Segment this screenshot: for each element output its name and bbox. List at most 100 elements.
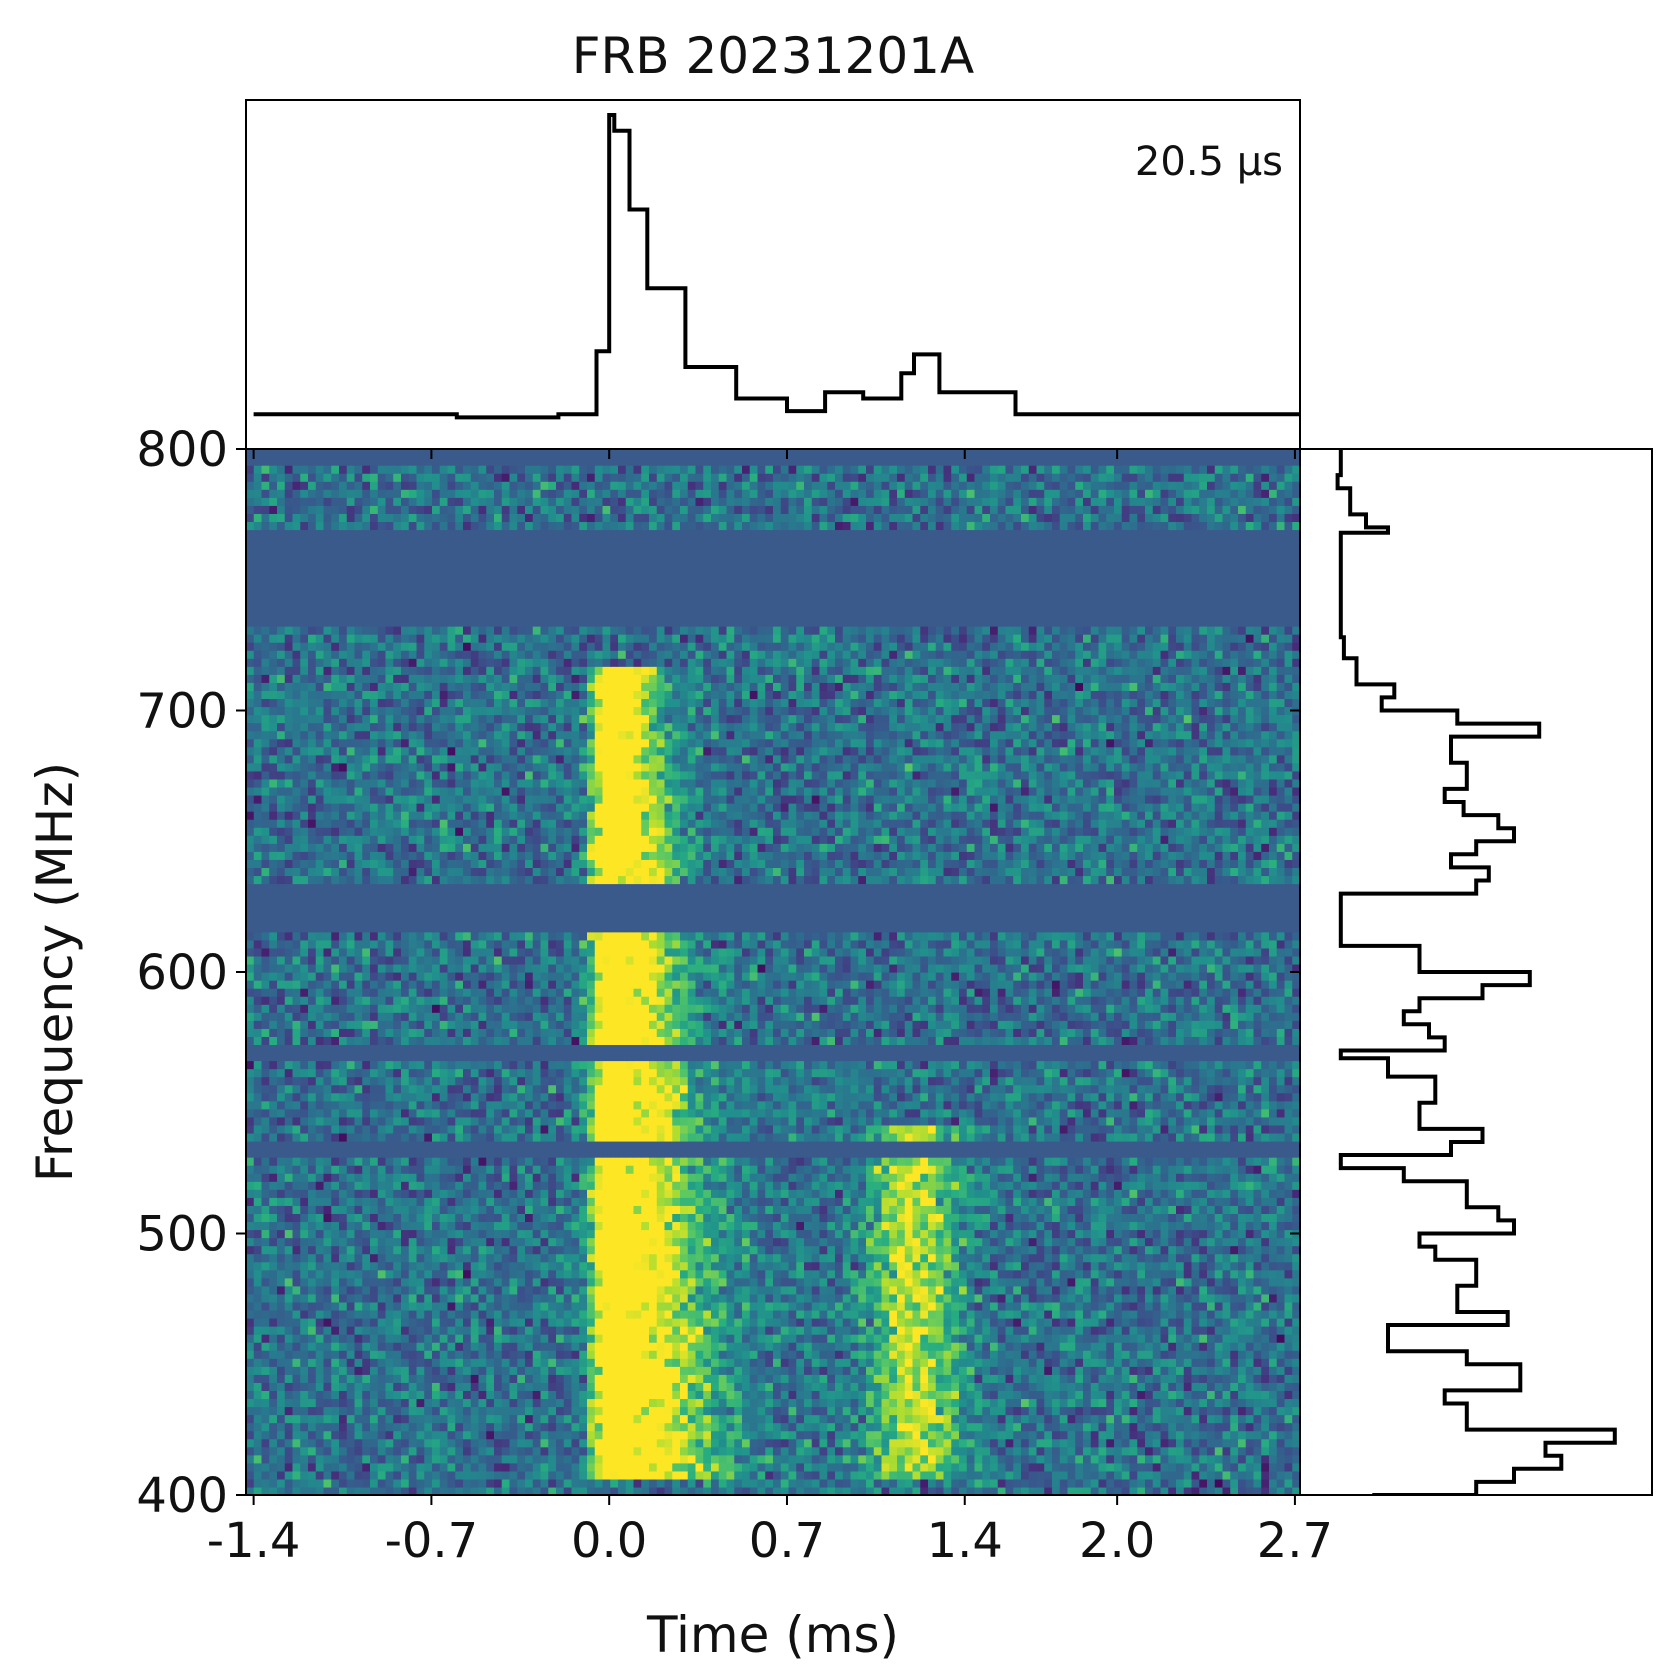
heatmap-cell	[912, 1309, 921, 1319]
heatmap-cell	[1106, 1269, 1115, 1279]
heatmap-cell	[664, 1390, 673, 1400]
heatmap-cell	[408, 1374, 418, 1383]
heatmap-cell	[1145, 1414, 1154, 1424]
heatmap-cell	[742, 1462, 751, 1472]
heatmap-cell	[804, 1478, 813, 1488]
heatmap-cell	[835, 1317, 844, 1327]
heatmap-cell	[633, 1334, 642, 1343]
heatmap-cell	[1090, 1237, 1100, 1247]
heatmap-cell	[1036, 1229, 1045, 1239]
heatmap-cell	[842, 1205, 852, 1214]
heatmap-cell	[408, 1438, 418, 1448]
heatmap-cell	[904, 1317, 914, 1327]
heatmap-cell	[897, 1229, 906, 1239]
heatmap-cell	[997, 1213, 1007, 1223]
heatmap-cell	[408, 1269, 418, 1279]
heatmap-cell	[455, 1326, 464, 1335]
heatmap-cell	[354, 1229, 363, 1239]
heatmap-cell	[1090, 1350, 1100, 1359]
heatmap-cell	[997, 1350, 1007, 1359]
heatmap-cell	[447, 1438, 456, 1448]
heatmap-cell	[1199, 1293, 1208, 1303]
heatmap-cell	[486, 1342, 495, 1351]
heatmap-cell	[246, 1245, 255, 1255]
heatmap-cell	[1214, 1285, 1224, 1295]
heatmap-cell	[633, 1213, 642, 1223]
heatmap-cell	[873, 1406, 883, 1416]
heatmap-cell	[447, 1366, 456, 1375]
heatmap-cell	[680, 1317, 689, 1327]
heatmap-cell	[695, 1317, 704, 1327]
heatmap-cell	[1245, 1382, 1255, 1391]
heatmap-cell	[1013, 1438, 1022, 1448]
heatmap-cell	[1121, 1301, 1131, 1311]
heatmap-cell	[354, 1197, 363, 1206]
heatmap-cell	[897, 1285, 906, 1295]
heatmap-cell	[773, 1366, 782, 1375]
heatmap-cell	[966, 1358, 976, 1367]
heatmap-cell	[959, 1350, 968, 1359]
heatmap-cell	[997, 1301, 1007, 1311]
heatmap-cell	[370, 1342, 379, 1351]
heatmap-cell	[687, 1269, 697, 1279]
heatmap-cell	[1137, 1398, 1146, 1408]
heatmap-cell	[331, 1382, 340, 1391]
heatmap-cell	[858, 1309, 867, 1319]
heatmap-cell	[478, 1462, 487, 1472]
heatmap-cell	[354, 1382, 363, 1391]
heatmap-cell	[959, 1390, 968, 1400]
heatmap-cell	[509, 1438, 518, 1448]
heatmap-cell	[401, 1317, 410, 1327]
heatmap-cell	[1028, 1245, 1038, 1255]
heatmap-cell	[579, 1261, 588, 1271]
heatmap-cell	[765, 1213, 774, 1223]
heatmap-cell	[1222, 1334, 1231, 1343]
heatmap-cell	[1160, 1213, 1169, 1223]
heatmap-cell	[687, 1245, 697, 1255]
heatmap-cell	[532, 1317, 542, 1327]
heatmap-cell	[346, 1462, 356, 1472]
heatmap-cell	[943, 1446, 952, 1456]
heatmap-cell	[1114, 1293, 1123, 1303]
heatmap-cell	[277, 1454, 286, 1464]
heatmap-cell	[1090, 1205, 1100, 1214]
heatmap-cell	[478, 1454, 487, 1464]
heatmap-cell	[509, 1293, 518, 1303]
heatmap-cell	[556, 1422, 565, 1432]
heatmap-cell	[680, 1285, 689, 1295]
heatmap-cell	[292, 1486, 301, 1495]
heatmap-cell	[1292, 1301, 1300, 1311]
heatmap-cell	[1230, 1245, 1239, 1255]
heatmap-cell	[501, 1213, 511, 1223]
heatmap-cell	[680, 1261, 689, 1271]
heatmap-cell	[1222, 1221, 1231, 1231]
heatmap-cell	[788, 1285, 797, 1295]
heatmap-cell	[571, 1317, 580, 1327]
heatmap-cell	[928, 1438, 937, 1448]
heatmap-cell	[385, 1382, 394, 1391]
heatmap-cell	[532, 1269, 542, 1279]
heatmap-cell	[618, 1326, 627, 1335]
heatmap-cell	[1261, 1390, 1270, 1400]
heatmap-cell	[486, 1366, 495, 1375]
heatmap-cell	[811, 1221, 821, 1231]
heatmap-cell	[974, 1197, 983, 1206]
heatmap-cell	[548, 1221, 557, 1231]
heatmap-cell	[641, 1398, 650, 1408]
heatmap-cell	[1152, 1317, 1162, 1327]
heatmap-cell	[424, 1277, 433, 1287]
heatmap-cell	[1152, 1486, 1162, 1495]
heatmap-cell	[1292, 1205, 1300, 1214]
heatmap-cell	[1075, 1342, 1084, 1351]
heatmap-cell	[602, 1293, 611, 1303]
heatmap-cell	[323, 1390, 332, 1400]
heatmap-cell	[439, 1342, 449, 1351]
heatmap-cell	[943, 1301, 952, 1311]
heatmap-cell	[1075, 1269, 1084, 1279]
heatmap-cell	[726, 1358, 735, 1367]
heatmap-cell	[904, 1478, 914, 1488]
heatmap-cell	[501, 1229, 511, 1239]
heatmap-cell	[1044, 1317, 1053, 1327]
heatmap-cell	[904, 1221, 914, 1231]
heatmap-cell	[796, 1213, 805, 1223]
